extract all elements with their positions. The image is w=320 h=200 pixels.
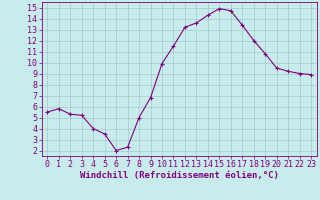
X-axis label: Windchill (Refroidissement éolien,°C): Windchill (Refroidissement éolien,°C): [80, 171, 279, 180]
